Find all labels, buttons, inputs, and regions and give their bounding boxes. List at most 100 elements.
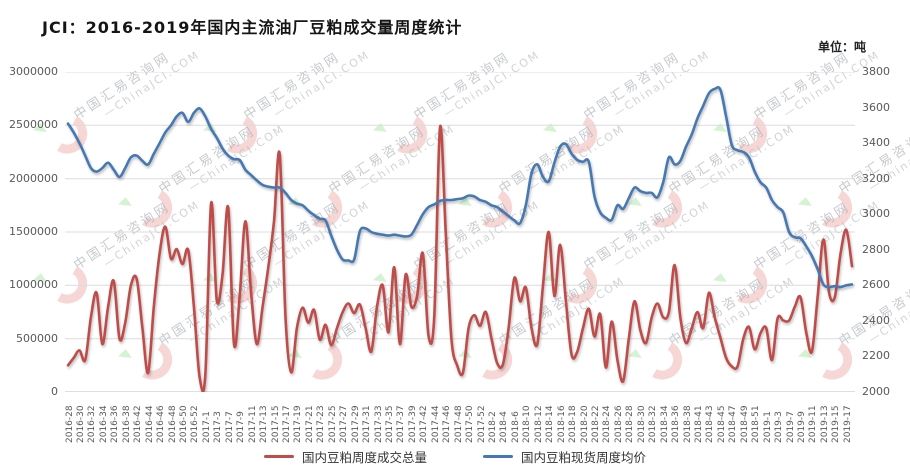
- x-axis-tick: 2019-13: [819, 405, 830, 443]
- x-axis-tick: 2018-49: [739, 405, 750, 443]
- legend: 国内豆粕周度成交总量 国内豆粕现货周度均价: [0, 447, 910, 466]
- x-axis-tick: 2017-11: [247, 405, 258, 443]
- x-axis-tick: 2017-46: [442, 405, 453, 443]
- x-axis-tick: 2019-1: [762, 411, 773, 443]
- x-axis-tick: 2017-15: [270, 405, 281, 443]
- x-axis-tick: 2018-4: [499, 411, 510, 443]
- x-axis-tick: 2018-45: [716, 405, 727, 443]
- legend-item: 国内豆粕周度成交总量: [263, 447, 427, 466]
- x-axis-tick: 2018-30: [636, 405, 647, 443]
- x-axis-tick: 2019-17: [842, 405, 853, 443]
- x-axis-tick: 2016-48: [167, 405, 178, 443]
- x-axis-tick: 2017-19: [293, 405, 304, 443]
- x-axis-tick: 2018-18: [568, 405, 579, 443]
- left-axis-tick: 1000000: [9, 278, 58, 292]
- x-axis-tick: 2016-38: [121, 405, 132, 443]
- series-line-price: [66, 86, 854, 289]
- left-axis-tick: 500000: [16, 331, 58, 345]
- x-axis-tick: 2019-7: [785, 411, 796, 443]
- x-axis-tick: 2018-20: [579, 405, 590, 443]
- x-axis-tick: 2017-31: [362, 405, 373, 443]
- x-axis-tick: 2018-12: [533, 405, 544, 443]
- x-axis-tick: 2018-51: [751, 405, 762, 443]
- unit-label: 单位：吨: [817, 40, 866, 54]
- x-axis-tick: 2017-21: [304, 405, 315, 443]
- x-axis-tick: 2016-28: [64, 405, 75, 443]
- x-axis-tick: 2017-52: [476, 405, 487, 443]
- x-axis-tick: 2016-52: [190, 405, 201, 443]
- right-axis-tick: 3600: [862, 100, 890, 114]
- right-axis-tick: 3200: [862, 171, 890, 185]
- x-axis-tick: 2019-3: [774, 411, 785, 443]
- x-axis-tick: 2018-24: [602, 405, 613, 443]
- x-axis-tick: 2016-44: [144, 405, 155, 443]
- right-axis-tick: 2400: [862, 313, 890, 327]
- right-axis-tick: 2600: [862, 278, 890, 292]
- x-axis-tick: 2018-32: [648, 405, 659, 443]
- x-axis-tick: 2017-23: [316, 405, 327, 443]
- legend-item: 国内豆粕现货周度均价: [483, 447, 646, 466]
- x-axis-tick: 2018-22: [590, 405, 601, 443]
- x-axis-tick: 2016-50: [178, 405, 189, 443]
- x-axis-tick: 2017-44: [430, 405, 441, 443]
- chart-title: JCI：2016-2019年国内主流油厂豆粕成交量周度统计: [42, 18, 463, 37]
- left-axis-tick: 2500000: [9, 118, 58, 132]
- x-axis-tick: 2018-38: [682, 405, 693, 443]
- x-axis-tick: 2016-46: [156, 405, 167, 443]
- x-axis-tick: 2019-15: [831, 405, 842, 443]
- x-axis-tick: 2017-33: [373, 405, 384, 443]
- left-axis-tick: 1500000: [9, 225, 58, 238]
- x-axis-tick: 2017-9: [236, 411, 247, 443]
- x-axis-tick: 2019-11: [808, 405, 819, 443]
- right-axis-tick: 3800: [862, 65, 890, 78]
- chart-canvas: [65, 72, 855, 392]
- left-axis-tick: 3000000: [9, 65, 58, 78]
- right-axis-tick: 3000: [862, 207, 890, 221]
- x-axis-tick: 2018-26: [613, 405, 624, 443]
- x-axis-tick: 2018-14: [545, 405, 556, 443]
- x-axis-tick: 2017-1: [201, 411, 212, 443]
- left-axis-tick: 2000000: [9, 171, 58, 185]
- x-axis-tick: 2016-32: [87, 405, 98, 443]
- x-axis-tick: 2017-3: [213, 411, 224, 443]
- right-axis-tick: 3400: [862, 136, 890, 150]
- x-axis-tick: 2017-29: [350, 405, 361, 443]
- right-axis-tick: 2800: [862, 242, 890, 256]
- x-axis-tick: 2018-2: [487, 411, 498, 443]
- series-line-volume: [66, 124, 854, 392]
- x-axis-tick: 2017-13: [259, 405, 270, 443]
- x-axis-tick: 2018-28: [625, 405, 636, 443]
- x-axis-tick: 2018-10: [522, 405, 533, 443]
- x-axis-tick: 2016-42: [133, 405, 144, 443]
- x-axis-tick: 2017-35: [384, 405, 395, 443]
- x-axis-tick: 2017-27: [339, 405, 350, 443]
- x-axis-tick: 2017-17: [281, 405, 292, 443]
- x-axis-tick: 2017-25: [327, 405, 338, 443]
- x-axis-tick: 2018-47: [728, 405, 739, 443]
- plot-area: [65, 72, 855, 392]
- left-axis-tick: 0: [51, 385, 58, 398]
- legend-line-swatch: [263, 455, 294, 458]
- x-axis-tick: 2018-6: [510, 411, 521, 443]
- x-axis-tick: 2016-34: [98, 405, 109, 443]
- x-axis-tick: 2018-43: [705, 405, 716, 443]
- x-axis-tick: 2017-39: [407, 405, 418, 443]
- x-axis-tick: 2016-30: [75, 405, 86, 443]
- x-axis-tick: 2017-37: [396, 405, 407, 443]
- right-axis-tick: 2000: [862, 385, 890, 398]
- x-axis-tick: 2017-48: [453, 405, 464, 443]
- x-axis-tick: 2018-41: [693, 405, 704, 443]
- x-axis-tick: 2018-36: [671, 405, 682, 443]
- legend-item-label: 国内豆粕周度成交总量: [301, 450, 427, 465]
- x-axis-tick: 2016-36: [110, 405, 121, 443]
- x-axis-tick: 2019-9: [796, 411, 807, 443]
- legend-line-swatch: [483, 455, 513, 458]
- x-axis-tick: 2018-16: [556, 405, 567, 443]
- x-axis-tick: 2017-42: [419, 405, 430, 443]
- x-axis-tick: 2018-34: [659, 405, 670, 443]
- right-axis-tick: 2200: [862, 349, 890, 363]
- legend-item-label: 国内豆粕现货周度均价: [521, 450, 647, 465]
- x-axis-tick: 2017-50: [465, 405, 476, 443]
- x-axis-tick: 2017-7: [224, 411, 235, 443]
